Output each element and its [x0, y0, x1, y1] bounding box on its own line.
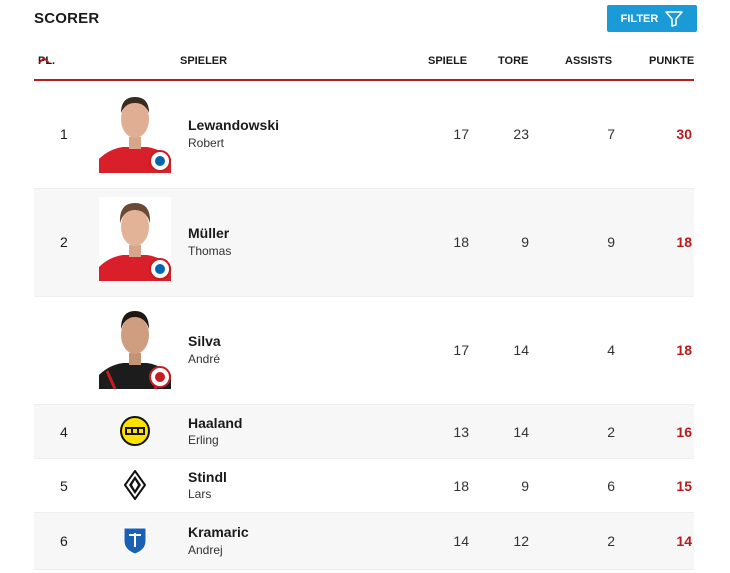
- position: 6: [60, 533, 68, 549]
- column-spieler[interactable]: SPIELER: [180, 55, 228, 67]
- punkte-value: 30: [676, 126, 692, 142]
- assists-value: 7: [607, 126, 615, 142]
- player-photo: [99, 197, 171, 281]
- tore-value: 12: [513, 533, 529, 549]
- player-first-name: Robert: [188, 136, 225, 150]
- player-first-name: André: [188, 352, 221, 366]
- tore-value: 14: [513, 424, 529, 440]
- spiele-value: 14: [453, 533, 469, 549]
- tore-value: 9: [521, 478, 529, 494]
- player-last-name[interactable]: Kramaric: [188, 524, 249, 540]
- hoffenheim-logo-icon: [122, 525, 148, 560]
- column-assists[interactable]: ASSISTS: [565, 55, 613, 67]
- assists-value: 9: [607, 234, 615, 250]
- player-last-name[interactable]: Müller: [188, 225, 230, 241]
- position: 4: [60, 424, 68, 440]
- position: 2: [60, 234, 68, 250]
- tore-value: 14: [513, 342, 529, 358]
- punkte-value: 18: [676, 234, 692, 250]
- table-row[interactable]: 2 Müller Thomas 18 9 9 18: [34, 189, 694, 297]
- tore-value: 23: [513, 126, 529, 142]
- column-tore[interactable]: TORE: [498, 55, 529, 67]
- chevron-up-icon: [38, 55, 50, 67]
- punkte-value: 18: [676, 342, 692, 358]
- column-punkte[interactable]: PUNKTE: [649, 55, 695, 67]
- spiele-value: 18: [453, 234, 469, 250]
- position: 1: [60, 126, 68, 142]
- player-first-name: Lars: [188, 487, 212, 501]
- player-last-name[interactable]: Haaland: [188, 415, 243, 431]
- punkte-value: 16: [676, 424, 692, 440]
- table-row[interactable]: 6 Kramaric Andrej 14 12 2 14: [34, 513, 694, 570]
- player-photo: [99, 89, 171, 173]
- player-photo: [99, 305, 171, 390]
- table-row[interactable]: 4 Haaland Erling 13 14 2 16: [34, 405, 694, 459]
- assists-value: 2: [607, 424, 615, 440]
- player-last-name[interactable]: Stindl: [188, 469, 227, 485]
- column-spiele[interactable]: SPIELE: [428, 55, 468, 67]
- assists-value: 2: [607, 533, 615, 549]
- punkte-value: 14: [676, 533, 692, 549]
- tore-value: 9: [521, 234, 529, 250]
- table-row[interactable]: 5 Stindl Lars 18 9 6 15: [34, 459, 694, 513]
- filter-button[interactable]: FILTER: [607, 5, 697, 32]
- player-last-name[interactable]: Silva: [188, 333, 221, 349]
- table-header: PL. SPIELER SPIELE TORE ASSISTS PUNKTE: [34, 55, 694, 81]
- player-first-name: Erling: [188, 433, 219, 447]
- assists-value: 6: [607, 478, 615, 494]
- assists-value: 4: [607, 342, 615, 358]
- gladbach-logo-icon: [123, 469, 147, 505]
- position: 5: [60, 478, 68, 494]
- funnel-icon: [665, 10, 684, 27]
- bvb-logo-icon: [120, 416, 150, 451]
- table-row[interactable]: Silva André 17 14 4 18: [34, 297, 694, 405]
- spiele-value: 17: [453, 342, 469, 358]
- table-row[interactable]: 1 Lewandowski Robert 17 23 7 30: [34, 81, 694, 189]
- player-first-name: Thomas: [188, 244, 232, 258]
- spiele-value: 17: [453, 126, 469, 142]
- filter-label: FILTER: [620, 12, 659, 25]
- spiele-value: 13: [453, 424, 469, 440]
- scorer-title: SCORER: [34, 10, 100, 27]
- player-last-name[interactable]: Lewandowski: [188, 117, 280, 133]
- punkte-value: 15: [676, 478, 692, 494]
- spiele-value: 18: [453, 478, 469, 494]
- player-first-name: Andrej: [188, 543, 223, 557]
